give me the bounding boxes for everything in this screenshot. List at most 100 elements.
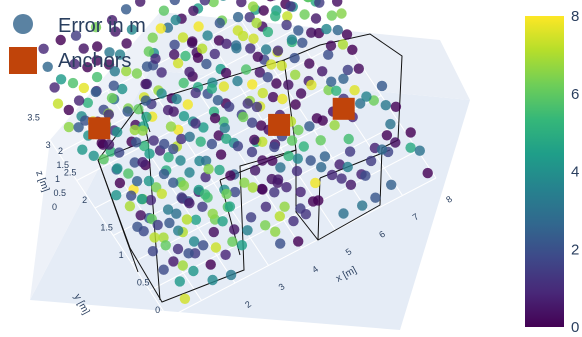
error-point [200,155,212,166]
error-point [238,111,249,123]
error-point [122,106,133,117]
legend-item-anchors[interactable]: Anchors [9,47,131,74]
error-point [123,168,134,179]
error-point [110,26,121,37]
error-point [121,38,132,49]
error-point [258,5,269,16]
error-point [260,220,271,231]
error-point [266,59,277,70]
error-point [139,140,150,152]
error-point [184,167,195,178]
error-point [365,155,377,167]
error-point [319,151,331,162]
error-point [331,85,342,97]
error-point [187,36,198,47]
error-point [304,58,315,69]
colorbar-tick-label: 0 [571,319,579,336]
y-tick-label: 2.5 [64,167,77,177]
error-point [135,0,146,7]
error-point [262,72,273,83]
error-point [159,138,170,150]
error-point [370,192,381,203]
error-point [147,246,159,257]
error-point [168,177,179,188]
error-point [326,76,337,87]
legend-item-error[interactable]: Error in m [13,14,146,37]
error-point [172,58,184,69]
error-point [314,0,325,8]
error-point [137,157,148,168]
error-point [257,136,268,147]
error-point [169,49,180,60]
error-point [236,240,248,251]
error-point [244,12,255,23]
error-point [73,122,84,133]
error-point [109,66,121,77]
error-point [184,198,195,209]
error-point [126,190,137,201]
error-point [251,101,263,113]
error-point [304,121,315,132]
error-point [220,67,232,79]
error-point [182,99,193,110]
error-point [214,164,225,176]
error-point [129,157,140,168]
error-point [169,0,180,6]
error-point [208,0,219,8]
anchor-marker [332,97,355,120]
error-point [336,173,347,184]
error-point [206,83,218,94]
error-point [334,159,345,170]
error-point [174,276,185,287]
error-point [229,224,240,235]
error-point [173,225,184,236]
error-point [248,33,259,44]
gridline [167,177,437,319]
error-point [246,146,258,158]
error-point [207,208,218,219]
error-point [231,43,242,54]
error-point [326,10,337,21]
error-point [260,201,272,212]
error-point [342,161,353,173]
error-point [242,225,253,236]
error-point [144,148,155,159]
error-point [131,68,143,79]
error-point [236,0,247,8]
error-point [249,134,260,145]
error-point [293,236,304,247]
error-point [201,58,212,70]
error-point [55,74,67,85]
error-point [224,101,235,113]
error-point [106,15,118,26]
y-tick-label: 1 [119,250,124,260]
error-point [212,95,224,106]
legend-label-error: Error in m [58,15,146,37]
error-point [214,17,225,29]
error-point [103,59,115,70]
error-point [270,226,281,237]
error-point [171,93,182,105]
error-point [172,243,184,255]
error-point [380,100,391,111]
error-point [221,188,232,200]
error-point [361,91,372,102]
error-point [162,204,174,215]
error-point [285,1,296,12]
error-point [266,0,275,2]
error-point [179,293,191,304]
legend[interactable]: Error in m Anchors [9,14,146,74]
error-point [316,162,327,173]
error-point [192,52,204,63]
error-point [219,122,230,134]
error-point [291,165,303,177]
colorbar-tick-label: 2 [571,241,579,258]
error-point [67,77,79,89]
error-point [232,75,243,87]
error-point [338,73,349,85]
error-point [271,78,282,89]
error-point [355,98,366,109]
error-point [197,43,208,54]
error-point [168,106,179,117]
